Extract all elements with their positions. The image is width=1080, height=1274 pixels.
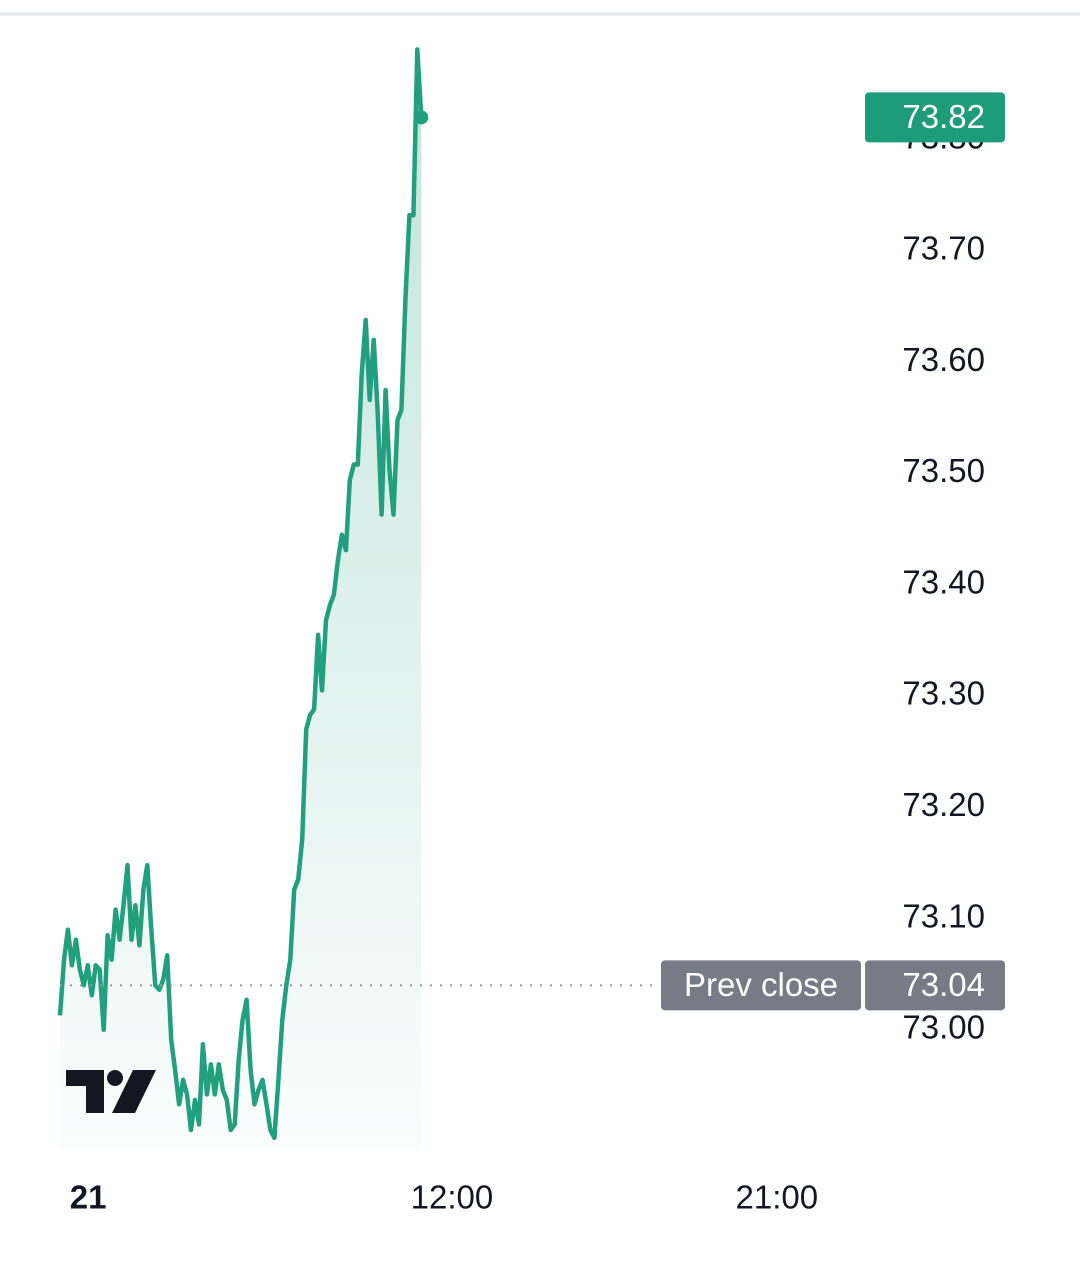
x-tick-label: 12:00	[411, 1179, 494, 1216]
price-badge-label: 73.04	[902, 966, 985, 1003]
y-tick-label: 73.70	[902, 230, 985, 267]
y-tick-label: 73.00	[902, 1009, 985, 1046]
y-tick-label: 73.50	[902, 452, 985, 489]
y-tick-label: 73.10	[902, 897, 985, 934]
price-badge-label: 73.82	[902, 98, 985, 135]
y-tick-label: 73.30	[902, 675, 985, 712]
y-tick-label: 73.20	[902, 786, 985, 823]
y-tick-label: 73.40	[902, 563, 985, 600]
prev-close-text: Prev close	[684, 966, 838, 1003]
last-point	[414, 110, 429, 125]
area	[60, 49, 422, 1150]
price-badge	[865, 960, 1005, 1011]
tradingview-logo	[66, 1070, 156, 1113]
y-tick-label: 73.60	[902, 341, 985, 378]
x-tick-label: 21	[70, 1179, 107, 1216]
plot-area	[57, 47, 429, 1150]
x-tick-label: 21:00	[736, 1179, 819, 1216]
price-line	[57, 47, 424, 1141]
price-badge	[865, 92, 1005, 143]
prev-close-badge	[661, 960, 861, 1011]
